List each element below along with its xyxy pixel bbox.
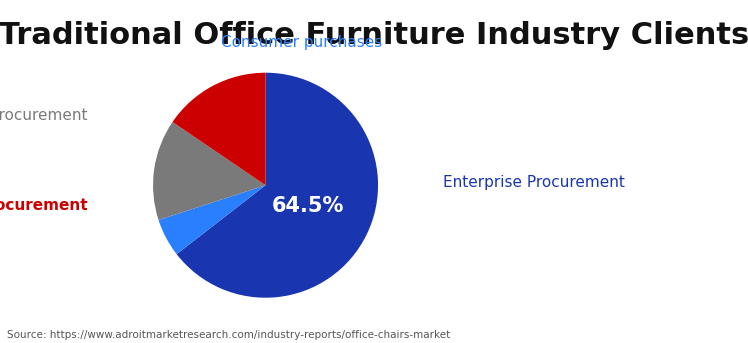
Wedge shape: [159, 185, 266, 254]
Text: Consumer purchases: Consumer purchases: [221, 35, 382, 50]
Text: 64.5%: 64.5%: [272, 196, 344, 216]
Text: Traditional Office Furniture Industry Clients: Traditional Office Furniture Industry Cl…: [0, 21, 748, 50]
Text: School procurement: School procurement: [0, 108, 88, 123]
Text: Source: https://www.adroitmarketresearch.com/industry-reports/office-chairs-mark: Source: https://www.adroitmarketresearch…: [7, 330, 451, 340]
Text: Enterprise Procurement: Enterprise Procurement: [444, 176, 625, 190]
Wedge shape: [173, 73, 266, 185]
Wedge shape: [153, 122, 266, 220]
Wedge shape: [177, 73, 378, 298]
Text: Government Procurement: Government Procurement: [0, 198, 88, 213]
